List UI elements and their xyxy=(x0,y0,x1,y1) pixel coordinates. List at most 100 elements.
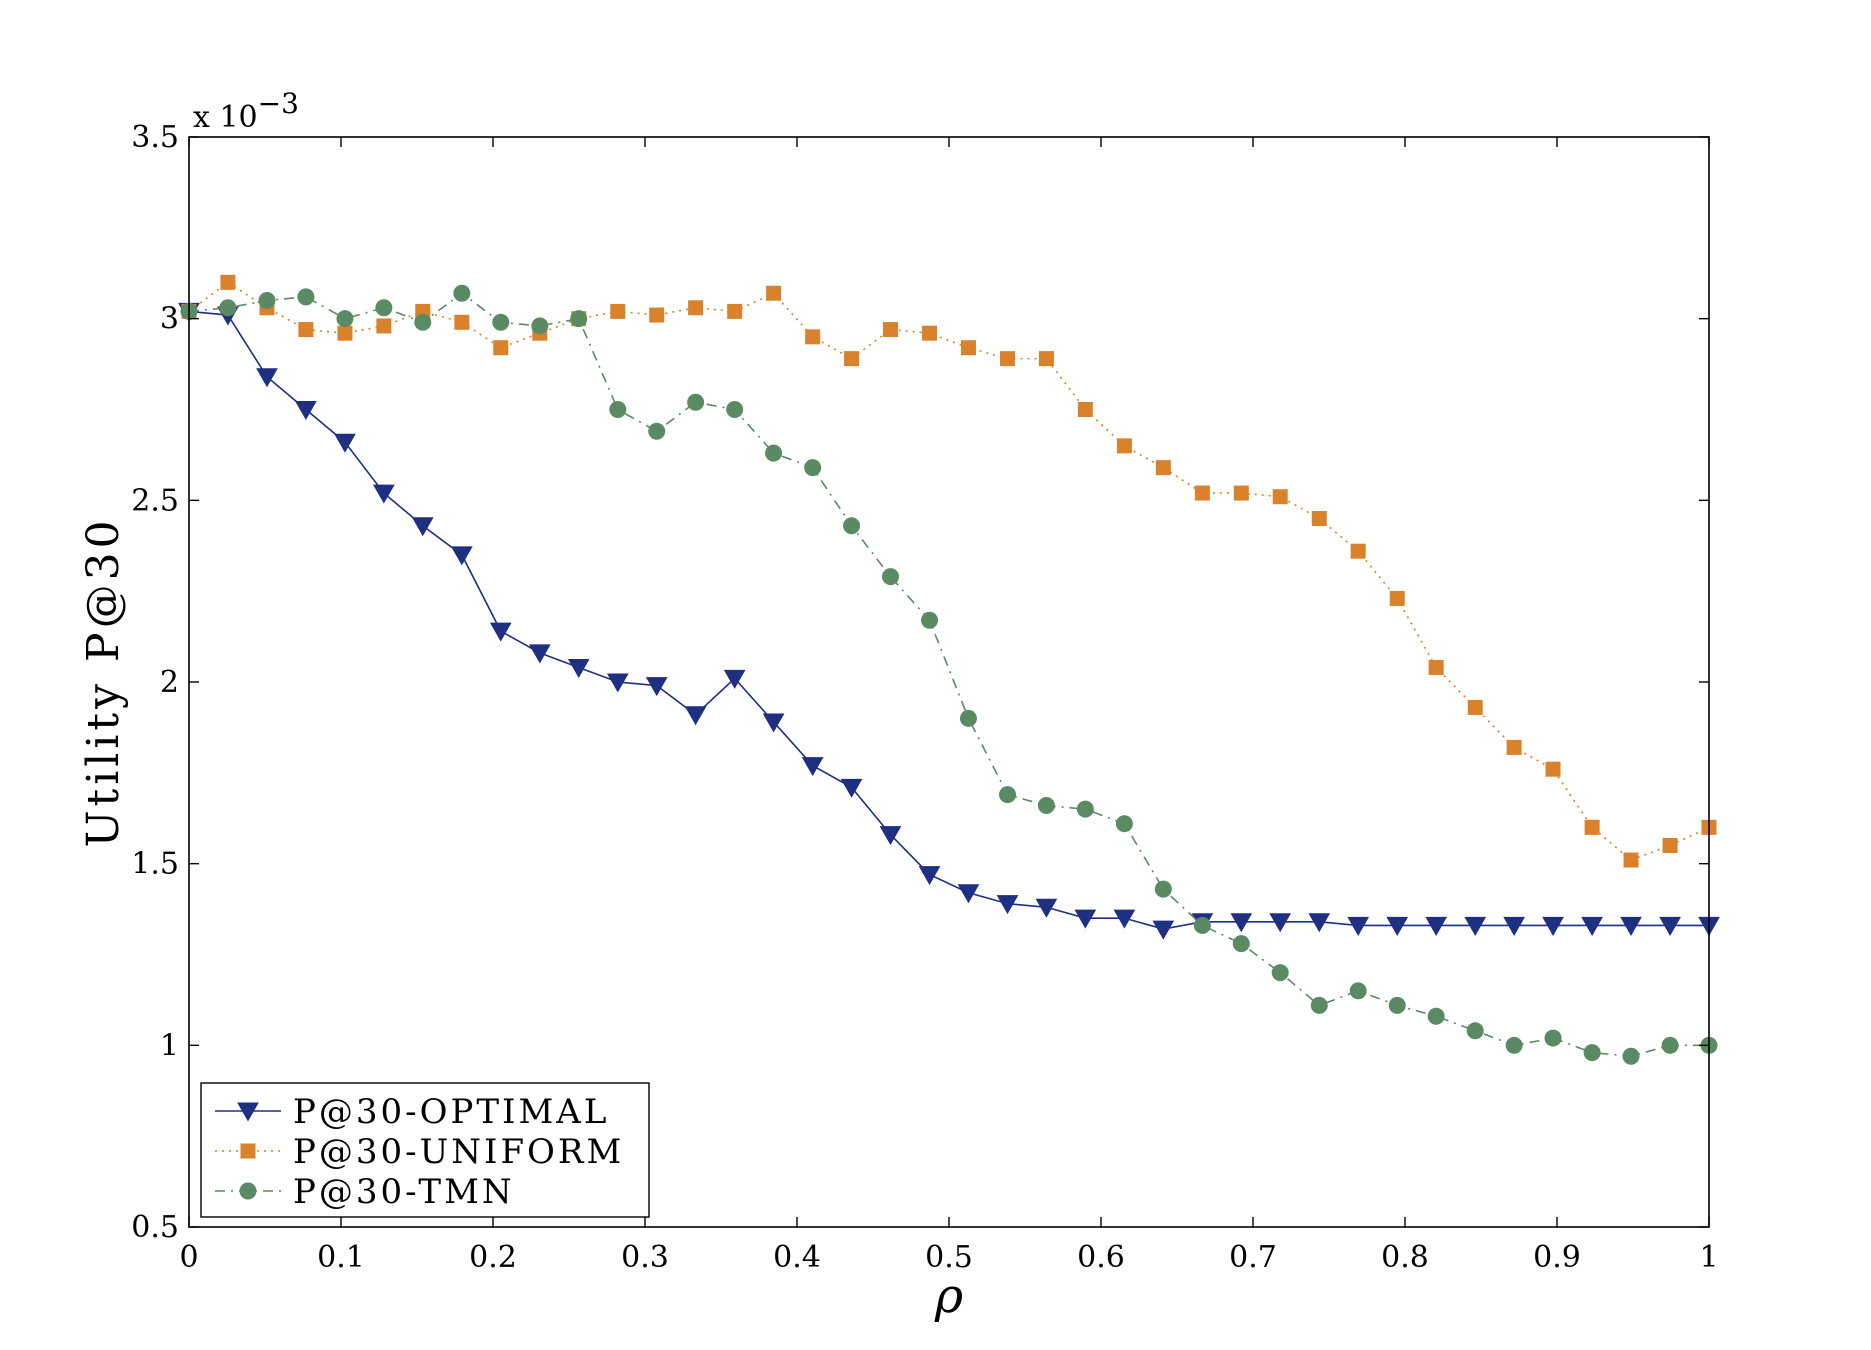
data-point-p-30-uniform xyxy=(1428,659,1444,675)
data-point-p-30-tmn xyxy=(1466,1022,1484,1040)
data-point-p-30-optimal xyxy=(1308,913,1331,933)
data-point-p-30-tmn xyxy=(726,401,744,418)
data-point-p-30-uniform xyxy=(493,340,509,356)
data-point-p-30-tmn xyxy=(1544,1029,1562,1047)
series-line-p-30-optimal xyxy=(188,310,1709,930)
x-tick-label: 0.5 xyxy=(925,1240,973,1275)
ticks-layer: 0 0.1 0.2 0.3 0.4 0.5 0.6 0.7 0.8 0.9 1 0.5 1 1.5 2 2.5… xyxy=(131,120,1718,1275)
legend-label-p-30-optimal: P@30-OPTIMAL xyxy=(293,1092,609,1132)
data-point-p-30-uniform xyxy=(1662,838,1678,853)
data-point-p-30-optimal xyxy=(1464,916,1487,936)
data-point-p-30-optimal xyxy=(1074,909,1097,929)
series-p-30-optimal xyxy=(178,302,1720,940)
data-point-p-30-optimal xyxy=(1503,916,1525,936)
data-point-p-30-uniform xyxy=(1077,402,1093,417)
data-point-p-30-uniform xyxy=(649,307,665,323)
axis-text: Utility P@30 ρ x 10−3 xyxy=(78,87,963,1324)
data-point-p-30-tmn xyxy=(1505,1036,1523,1054)
data-point-p-30-optimal xyxy=(723,669,746,689)
data-point-p-30-tmn xyxy=(1193,916,1211,934)
data-point-p-30-tmn xyxy=(765,444,783,462)
data-point-p-30-uniform xyxy=(610,303,626,319)
data-point-p-30-optimal xyxy=(1113,909,1136,929)
data-point-p-30-tmn xyxy=(1310,996,1328,1014)
data-point-p-30-optimal xyxy=(684,706,707,726)
data-point-p-30-uniform xyxy=(1116,438,1132,454)
data-point-p-30-tmn xyxy=(881,568,899,586)
legend-box xyxy=(200,1082,650,1218)
data-point-p-30-tmn xyxy=(258,292,276,309)
data-point-p-30-tmn xyxy=(648,422,666,440)
data-point-p-30-tmn xyxy=(959,709,977,727)
data-point-p-30-uniform xyxy=(1155,460,1171,476)
data-point-p-30-uniform xyxy=(1311,511,1327,526)
series-p-30-tmn xyxy=(180,284,1718,1065)
data-point-p-30-uniform xyxy=(882,322,898,338)
data-point-p-30-tmn xyxy=(531,317,549,335)
data-point-p-30-uniform xyxy=(1038,351,1054,367)
data-point-p-30-uniform xyxy=(1350,543,1366,559)
y-tick-label: 3 xyxy=(160,302,179,337)
data-point-p-30-optimal xyxy=(606,673,629,693)
y-tick-label: 3.5 xyxy=(131,120,179,155)
data-point-p-30-optimal xyxy=(996,895,1019,915)
data-point-p-30-optimal xyxy=(567,658,590,678)
data-point-p-30-tmn xyxy=(1622,1047,1640,1065)
data-point-p-30-uniform xyxy=(1194,485,1210,501)
data-point-p-30-uniform xyxy=(220,274,236,290)
data-point-p-30-uniform xyxy=(688,300,704,316)
data-point-p-30-optimal xyxy=(295,401,317,421)
data-point-p-30-optimal xyxy=(1347,916,1370,936)
data-point-p-30-tmn xyxy=(1427,1007,1445,1025)
y-multiplier-label: x 10−3 xyxy=(193,87,299,135)
data-point-p-30-tmn xyxy=(687,393,705,411)
legend-label-p-30-uniform: P@30-UNIFORM xyxy=(293,1132,624,1172)
data-point-p-30-optimal xyxy=(1230,913,1253,933)
data-point-p-30-uniform xyxy=(1545,761,1561,777)
x-axis-label: ρ xyxy=(934,1268,963,1324)
data-point-p-30-uniform xyxy=(376,318,392,334)
data-point-p-30-optimal xyxy=(334,433,356,453)
data-point-p-30-optimal xyxy=(879,826,902,846)
data-point-p-30-uniform xyxy=(1272,489,1288,505)
y-tick-label: 1.5 xyxy=(131,847,179,882)
data-point-p-30-tmn xyxy=(375,299,393,317)
data-point-p-30-uniform xyxy=(922,325,938,341)
data-point-p-30-optimal xyxy=(1620,916,1642,936)
data-point-p-30-tmn xyxy=(1271,964,1289,982)
data-point-p-30-uniform xyxy=(960,340,976,356)
data-point-p-30-uniform xyxy=(1233,485,1249,501)
data-point-p-30-tmn xyxy=(414,313,432,331)
data-point-p-30-tmn xyxy=(453,284,471,302)
data-point-p-30-optimal xyxy=(1386,916,1409,936)
y-multiplier-base: x 10 xyxy=(193,100,258,135)
data-point-p-30-uniform xyxy=(1389,590,1405,606)
x-tick-label: 0.4 xyxy=(773,1240,821,1275)
data-point-p-30-tmn xyxy=(1115,815,1133,833)
x-tick-label: 0.6 xyxy=(1077,1240,1125,1275)
data-point-p-30-optimal xyxy=(1542,916,1564,936)
data-point-p-30-tmn xyxy=(492,313,510,331)
data-point-p-30-optimal xyxy=(1269,913,1292,933)
x-tick-label: 0.2 xyxy=(469,1240,517,1275)
x-tick-label: 0.8 xyxy=(1381,1240,1429,1275)
data-point-p-30-tmn xyxy=(336,310,354,328)
data-point-p-30-optimal xyxy=(801,757,824,777)
data-point-p-30-tmn xyxy=(1154,880,1172,898)
legend-label-p-30-tmn: P@30-TMN xyxy=(293,1172,515,1212)
data-point-p-30-uniform xyxy=(1506,739,1522,755)
series-line-p-30-uniform xyxy=(188,281,1710,861)
data-point-p-30-tmn xyxy=(1388,996,1406,1014)
data-point-p-30-uniform xyxy=(337,325,353,341)
data-point-p-30-uniform xyxy=(727,303,743,319)
x-tick-label: 0.9 xyxy=(1533,1240,1581,1275)
legend-marker-p-30-tmn xyxy=(239,1182,257,1200)
y-tick-label: 1 xyxy=(160,1028,179,1063)
data-point-p-30-optimal xyxy=(256,368,278,388)
data-point-p-30-tmn xyxy=(804,459,822,477)
data-point-p-30-uniform xyxy=(766,285,782,301)
x-tick-label: 1 xyxy=(1699,1240,1718,1275)
data-point-p-30-optimal xyxy=(450,546,473,566)
data-point-p-30-optimal xyxy=(1581,916,1603,936)
